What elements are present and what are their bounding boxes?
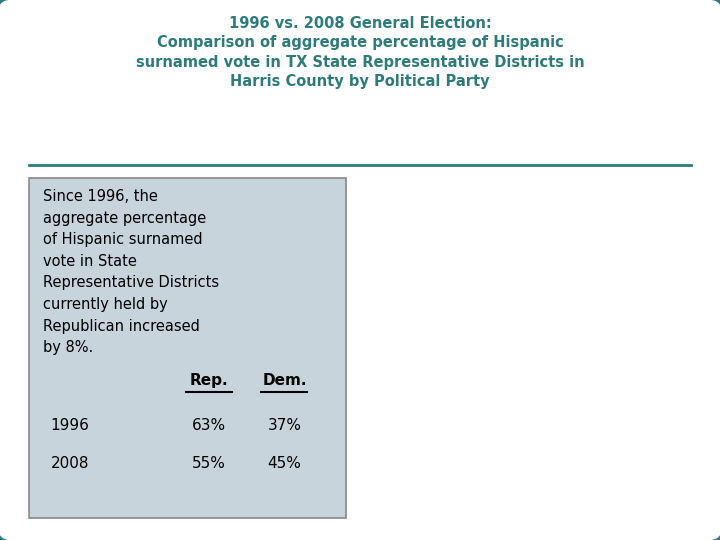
Text: 63%: 63% [192,418,226,434]
Text: 1996 vs. 2008 General Election:
Comparison of aggregate percentage of Hispanic
s: 1996 vs. 2008 General Election: Comparis… [135,16,585,89]
Bar [374,427,521,470]
Title: Comparison of share of Hispanic surname voters
in St. Rep. Dists. in 1996 and 20: Comparison of share of Hispanic surname … [412,141,654,177]
Text: 45%: 45% [556,392,577,402]
Text: Rep.: Rep. [189,373,228,388]
Text: 55%: 55% [595,238,617,248]
Text: 45%: 45% [267,456,302,471]
Text: 63%: 63% [627,289,649,299]
Bar [374,272,624,315]
Text: Since 1996, the
aggregate percentage
of Hispanic surnamed
vote in State
Represen: Since 1996, the aggregate percentage of … [43,189,220,355]
Text: 1996: 1996 [50,418,89,434]
Text: 37%: 37% [524,443,546,453]
Text: 37%: 37% [267,418,302,434]
Text: 55%: 55% [192,456,226,471]
Bar [374,376,553,419]
FancyBboxPatch shape [29,178,346,518]
Text: Dem.: Dem. [262,373,307,388]
Bar [374,221,593,265]
Legend: 2008, 1996: 2008, 1996 [395,194,484,211]
Text: 2008: 2008 [50,456,89,471]
